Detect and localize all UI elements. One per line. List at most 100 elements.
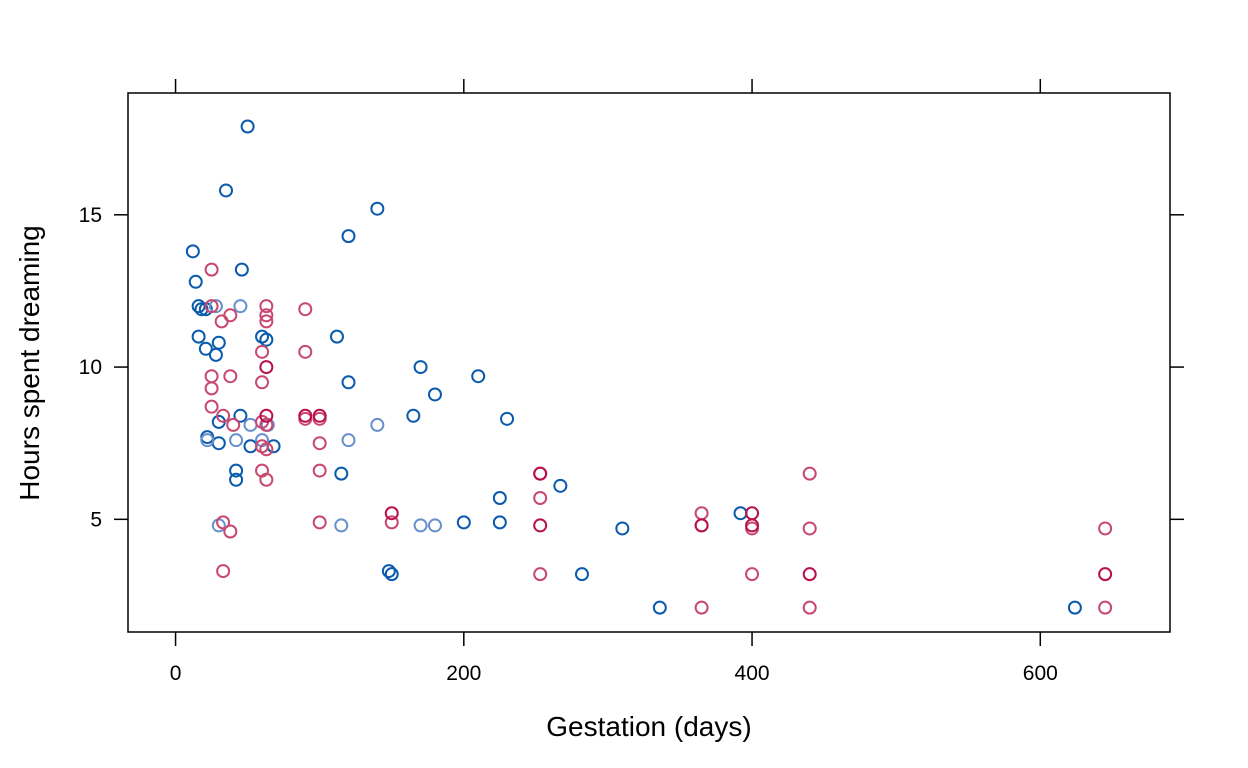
data-point [500, 411, 515, 426]
data-point [1098, 567, 1113, 582]
data-point [198, 341, 213, 356]
data-point [341, 375, 356, 390]
data-point [298, 344, 313, 359]
data-point [492, 515, 507, 530]
data-point [413, 518, 428, 533]
data-point [694, 518, 709, 533]
y-tick-label: 10 [79, 356, 102, 379]
data-point [312, 408, 327, 423]
data-point [214, 314, 229, 329]
data-point [341, 229, 356, 244]
data-point [234, 262, 249, 277]
data-point [745, 567, 760, 582]
axis-ticks [114, 79, 1184, 646]
data-point [259, 332, 274, 347]
y-tick-label: 15 [79, 204, 102, 227]
data-point [255, 375, 270, 390]
x-tick-label: 0 [170, 662, 182, 685]
data-point [216, 564, 231, 579]
data-point [259, 408, 274, 423]
x-tick-label: 600 [1023, 662, 1058, 685]
data-point [259, 442, 274, 457]
x-tick-label: 400 [735, 662, 770, 685]
data-point [188, 274, 203, 289]
data-point [216, 515, 231, 530]
data-point [553, 478, 568, 493]
data-point [298, 302, 313, 317]
data-point [185, 244, 200, 259]
data-point [312, 515, 327, 530]
data-point [229, 433, 244, 448]
data-point [216, 408, 231, 423]
data-point [384, 506, 399, 521]
data-point [208, 299, 223, 314]
data-point [1067, 600, 1082, 615]
data-point [384, 515, 399, 530]
data-point [255, 344, 270, 359]
data-point [533, 567, 548, 582]
data-point [802, 567, 817, 582]
data-point [533, 491, 548, 506]
x-tick-label: 200 [446, 662, 481, 685]
data-point [204, 262, 219, 277]
data-point [191, 329, 206, 344]
data-point [219, 183, 234, 198]
data-point [223, 308, 238, 323]
x-axis-label: Gestation (days) [546, 711, 751, 742]
data-point [204, 399, 219, 414]
data-point [370, 201, 385, 216]
data-point [370, 417, 385, 432]
data-point [243, 417, 258, 432]
data-point [233, 299, 248, 314]
data-point [259, 308, 274, 323]
data-point [259, 314, 274, 329]
data-point [574, 567, 589, 582]
data-point [233, 408, 248, 423]
data-point [204, 369, 219, 384]
data-point [259, 360, 274, 375]
data-point [204, 299, 219, 314]
data-point [1098, 600, 1113, 615]
data-point [229, 472, 244, 487]
data-point [492, 491, 507, 506]
data-point [471, 369, 486, 384]
data-point [533, 518, 548, 533]
data-point [334, 518, 349, 533]
data-point [745, 518, 760, 533]
y-axis-label: Hours spent dreaming [14, 225, 45, 500]
data-point [413, 360, 428, 375]
data-point [652, 600, 667, 615]
data-point [381, 564, 396, 579]
data-point [200, 433, 215, 448]
data-point [259, 299, 274, 314]
data-point [329, 329, 344, 344]
data-point [223, 524, 238, 539]
data-point [229, 463, 244, 478]
data-point [733, 506, 748, 521]
data-point [266, 439, 281, 454]
data-point [259, 472, 274, 487]
plot-frame [127, 92, 1171, 633]
data-point [456, 515, 471, 530]
data-point [334, 466, 349, 481]
axis-tick-labels: 0 200 400 600 5 10 15 [79, 204, 1058, 685]
data-point [406, 408, 421, 423]
data-point [312, 463, 327, 478]
y-tick-label: 5 [90, 508, 102, 531]
data-point [615, 521, 630, 536]
data-point [533, 466, 548, 481]
data-point [223, 369, 238, 384]
data-point [341, 433, 356, 448]
plot-area [127, 92, 1171, 633]
data-point [745, 506, 760, 521]
data-point [191, 299, 206, 314]
data-point [312, 436, 327, 451]
data-point [211, 436, 226, 451]
data-point [427, 518, 442, 533]
data-point [240, 119, 255, 134]
data-point [694, 506, 709, 521]
data-point [694, 600, 709, 615]
data-point [211, 335, 226, 350]
data-point [298, 408, 313, 423]
